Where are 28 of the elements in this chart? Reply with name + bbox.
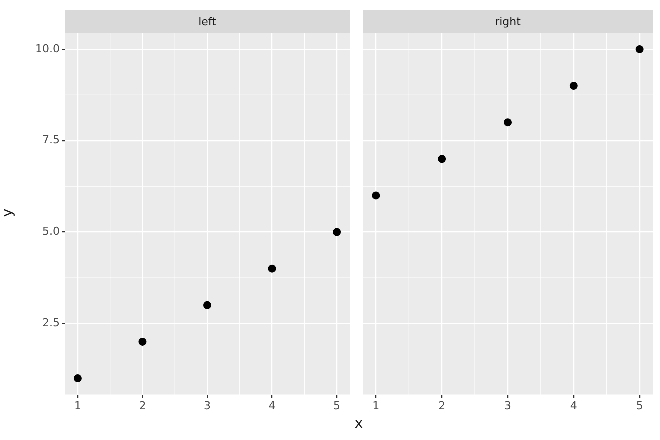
point <box>504 118 512 127</box>
x-tick-label: 5 <box>334 399 341 412</box>
chart-title: right <box>495 15 522 28</box>
y-tick-label: 10.0 <box>36 42 60 56</box>
y-tick-label: 7.5 <box>42 134 60 147</box>
chart-title: left <box>198 15 218 28</box>
x-tick-label: 5 <box>636 399 644 412</box>
x-tick-label: 4 <box>268 399 276 412</box>
point <box>268 264 276 273</box>
point <box>138 338 147 346</box>
x-tick-label: 3 <box>504 399 512 412</box>
x-tick-label: 3 <box>204 399 211 412</box>
y-tick-label: 2.5 <box>42 316 60 330</box>
x-tick-label: 4 <box>570 399 578 412</box>
x-tick-label: 1 <box>74 399 82 412</box>
point <box>570 82 578 90</box>
point <box>636 45 644 54</box>
y-axis-title: y <box>0 208 16 218</box>
x-tick-label: 2 <box>139 399 146 412</box>
x-tick-label: 2 <box>438 399 446 412</box>
point <box>438 155 446 164</box>
point <box>333 228 342 236</box>
point <box>74 374 82 383</box>
x-axis-title: x <box>354 416 364 432</box>
point <box>372 192 380 200</box>
point <box>204 301 212 310</box>
x-tick-label: 1 <box>372 399 380 412</box>
y-tick-label: 5.0 <box>42 225 60 238</box>
